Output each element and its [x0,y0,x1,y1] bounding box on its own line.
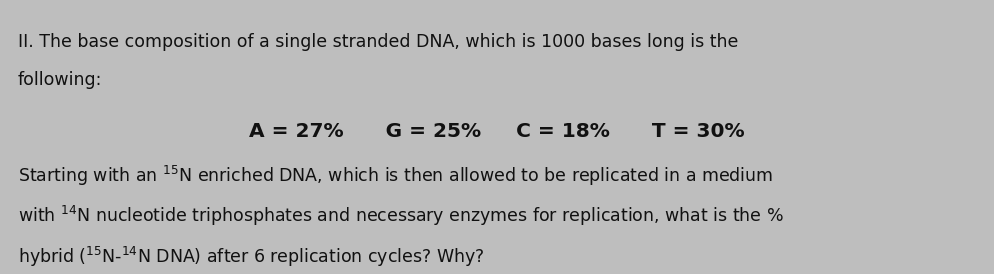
Text: Starting with an $^{15}$N enriched DNA, which is then allowed to be replicated i: Starting with an $^{15}$N enriched DNA, … [18,164,773,189]
Text: with $^{14}$N nucleotide triphosphates and necessary enzymes for replication, wh: with $^{14}$N nucleotide triphosphates a… [18,204,783,228]
Text: hybrid ($^{15}$N-$^{14}$N DNA) after 6 replication cycles? Why?: hybrid ($^{15}$N-$^{14}$N DNA) after 6 r… [18,245,484,269]
Text: A = 27%      G = 25%     C = 18%      T = 30%: A = 27% G = 25% C = 18% T = 30% [249,122,745,141]
Text: II. The base composition of a single stranded DNA, which is 1000 bases long is t: II. The base composition of a single str… [18,33,739,51]
Text: following:: following: [18,71,102,89]
